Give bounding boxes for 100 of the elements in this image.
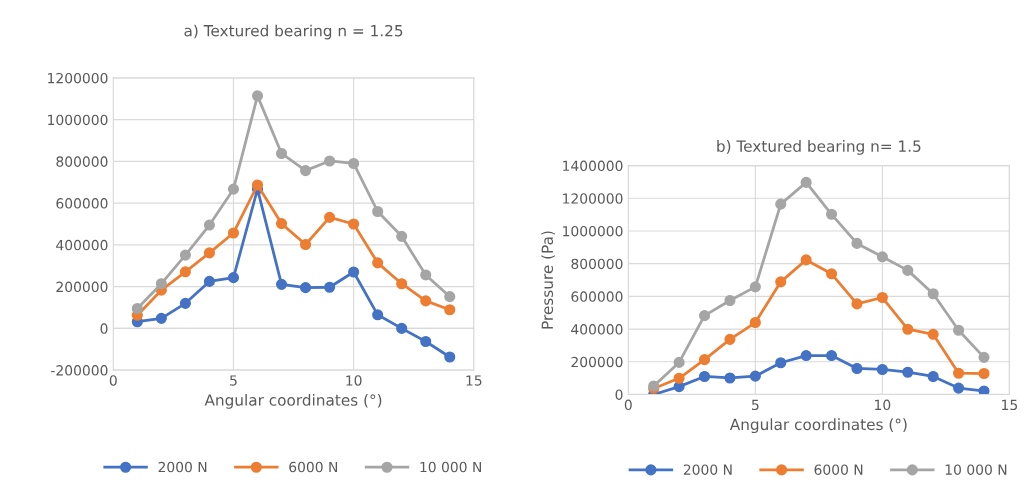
- point: [179, 297, 191, 309]
- point: [372, 205, 384, 218]
- point: [300, 282, 312, 294]
- point: [131, 302, 143, 315]
- point: [396, 230, 408, 242]
- point: [876, 251, 888, 263]
- point: [800, 176, 812, 188]
- point: [155, 278, 167, 290]
- point: [372, 257, 384, 269]
- point: [227, 227, 240, 239]
- y-tick-label: 200000: [571, 356, 623, 368]
- point: [275, 278, 288, 290]
- point: [251, 90, 264, 102]
- point: [227, 272, 240, 284]
- point: [825, 208, 838, 220]
- point: [749, 316, 761, 329]
- point: [775, 198, 787, 210]
- x-tick-label: 5: [230, 375, 237, 386]
- point: [324, 211, 336, 223]
- point: [698, 354, 711, 366]
- point: [179, 249, 191, 261]
- y-tick-label: 1000000: [48, 114, 108, 126]
- point: [775, 276, 787, 288]
- x-tick-label: 5: [751, 399, 759, 411]
- x-axis-title: Angular coordinates (°): [729, 418, 907, 434]
- point: [155, 312, 167, 324]
- point: [978, 351, 990, 363]
- y-tick-label: 1400000: [563, 160, 623, 172]
- point: [348, 157, 360, 170]
- x-tick-label: 0: [624, 399, 632, 411]
- point: [203, 247, 215, 259]
- point: [927, 288, 939, 300]
- legend-label: 2000 N: [158, 461, 207, 473]
- point: [444, 351, 456, 363]
- point: [348, 266, 360, 278]
- point: [927, 328, 939, 340]
- x-tick-label: 15: [1002, 399, 1018, 411]
- point: [851, 237, 863, 249]
- x-tick-label: 15: [466, 375, 482, 386]
- x-tick-label: 10: [875, 399, 891, 411]
- point: [851, 362, 863, 375]
- point: [749, 281, 761, 293]
- point: [851, 298, 863, 310]
- y-tick-label: 1200000: [563, 193, 623, 204]
- y-tick-label: 1000000: [563, 225, 623, 237]
- point: [953, 367, 965, 379]
- point: [179, 266, 191, 278]
- legend-label: 6000 N: [289, 461, 338, 473]
- point: [673, 372, 685, 384]
- point: [953, 324, 965, 336]
- y-tick-label: 400000: [571, 324, 623, 335]
- y-tick-label: 600000: [571, 291, 623, 302]
- point: [825, 350, 838, 362]
- point: [203, 275, 215, 287]
- point: [724, 294, 736, 307]
- point: [673, 356, 685, 368]
- point: [876, 291, 888, 304]
- y-tick-label: 400000: [56, 239, 108, 251]
- legend-label: 10 000 N: [420, 461, 481, 473]
- point: [825, 268, 838, 280]
- y-tick-label: 800000: [56, 156, 108, 167]
- chart-title: a) Textured bearing n = 1.25: [184, 24, 403, 40]
- legend-label: 10 000 N: [945, 464, 1007, 475]
- point: [420, 295, 432, 307]
- x-tick-label: 10: [346, 375, 362, 386]
- point: [348, 218, 360, 230]
- y-tick-label: 0: [100, 323, 108, 334]
- point: [724, 372, 736, 384]
- legend-label: 2000 N: [683, 464, 732, 475]
- point: [420, 269, 432, 281]
- point: [300, 238, 312, 251]
- y-tick-label: 0: [615, 389, 623, 400]
- point: [227, 183, 240, 195]
- point: [396, 322, 408, 334]
- y-tick-label: 1200000: [48, 72, 108, 84]
- y-tick-label: -200000: [51, 365, 108, 376]
- chart-title: b) Textured bearing n= 1.5: [717, 140, 921, 155]
- point: [902, 323, 914, 335]
- point: [749, 370, 761, 382]
- point: [902, 366, 914, 378]
- point: [275, 218, 288, 230]
- point: [698, 370, 711, 383]
- point: [978, 385, 990, 395]
- point: [444, 304, 456, 316]
- point: [275, 147, 288, 160]
- point: [902, 264, 914, 276]
- point: [444, 291, 456, 303]
- x-axis-title: Angular coordinates (°): [204, 393, 382, 409]
- point: [800, 254, 812, 266]
- y-axis-title: Pressure (Pa): [541, 231, 555, 329]
- point: [953, 382, 965, 394]
- y-tick-label: 200000: [56, 281, 108, 293]
- point: [420, 335, 432, 348]
- x-tick-label: 0: [109, 375, 117, 386]
- point: [927, 370, 939, 383]
- point: [324, 281, 336, 293]
- point: [396, 278, 408, 290]
- legend-label: 6000 N: [814, 464, 863, 475]
- point: [300, 165, 312, 177]
- point: [800, 350, 812, 362]
